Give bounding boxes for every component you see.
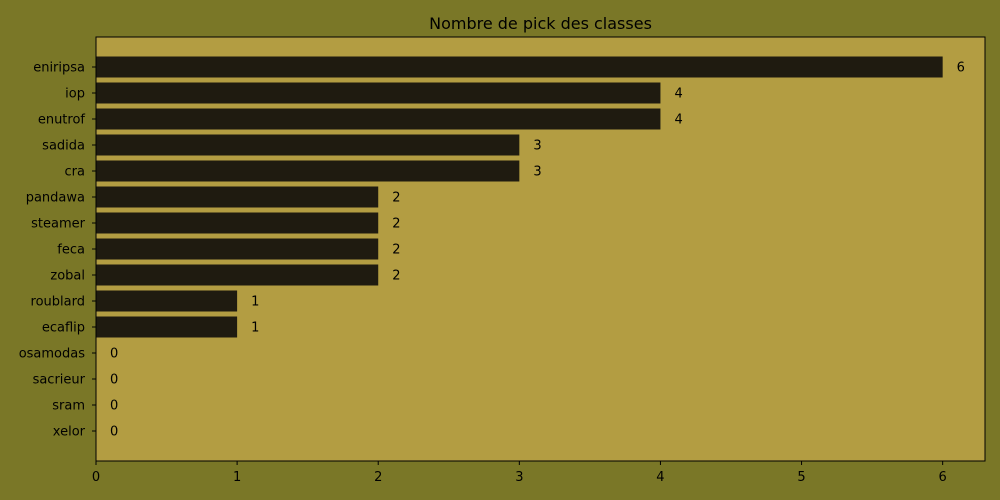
y-tick-label-eniripsa: eniripsa xyxy=(33,61,85,76)
bars-group xyxy=(96,56,943,338)
value-label-feca: 2 xyxy=(392,243,400,258)
y-tick-label-zobal: zobal xyxy=(50,269,85,284)
bar-eniripsa xyxy=(96,56,943,78)
y-tick-label-roublard: roublard xyxy=(31,295,85,310)
y-tick-label-ecaflip: ecaflip xyxy=(42,321,85,336)
y-tick-label-iop: iop xyxy=(65,87,85,102)
value-label-osamodas: 0 xyxy=(110,347,118,362)
x-tick-label-5: 5 xyxy=(797,470,805,485)
value-labels-group: 6 4 4 3 3 2 2 2 2 1 1 0 0 0 0 xyxy=(110,61,965,440)
bar-sadida xyxy=(96,134,520,156)
x-axis-ticks: 0 1 2 3 4 5 6 xyxy=(92,461,947,485)
value-label-eniripsa: 6 xyxy=(957,61,965,76)
bar-cra xyxy=(96,160,520,182)
bar-feca xyxy=(96,238,379,260)
value-label-ecaflip: 1 xyxy=(251,321,259,336)
x-tick-label-3: 3 xyxy=(515,470,523,485)
y-tick-label-feca: feca xyxy=(57,243,85,258)
value-label-sadida: 3 xyxy=(533,139,541,154)
y-tick-label-osamodas: osamodas xyxy=(19,347,86,362)
chart-title: Nombre de pick des classes xyxy=(429,14,652,33)
y-tick-label-enutrof: enutrof xyxy=(38,113,86,128)
value-label-pandawa: 2 xyxy=(392,191,400,206)
bar-steamer xyxy=(96,212,379,234)
bar-enutrof xyxy=(96,108,661,130)
y-tick-label-steamer: steamer xyxy=(31,217,85,232)
value-label-zobal: 2 xyxy=(392,269,400,284)
bar-pandawa xyxy=(96,186,379,208)
x-tick-label-1: 1 xyxy=(233,470,241,485)
y-tick-label-sadida: sadida xyxy=(42,139,85,154)
x-tick-label-4: 4 xyxy=(656,470,664,485)
bar-zobal xyxy=(96,264,379,286)
x-tick-label-0: 0 xyxy=(92,470,100,485)
y-tick-label-xelor: xelor xyxy=(53,425,86,440)
value-label-roublard: 1 xyxy=(251,295,259,310)
plot-frame xyxy=(95,36,986,462)
value-label-sacrieur: 0 xyxy=(110,373,118,388)
x-tick-label-6: 6 xyxy=(939,470,947,485)
x-tick-label-2: 2 xyxy=(374,470,382,485)
bar-ecaflip xyxy=(96,316,238,338)
value-label-enutrof: 4 xyxy=(674,113,682,128)
y-tick-label-cra: cra xyxy=(65,165,85,180)
y-tick-label-pandawa: pandawa xyxy=(26,191,85,206)
y-tick-label-sram: sram xyxy=(52,399,85,414)
y-axis-ticks: eniripsa iop enutrof sadida cra pandawa steame… xyxy=(19,61,96,440)
value-label-sram: 0 xyxy=(110,399,118,414)
bar-roublard xyxy=(96,290,238,312)
y-tick-label-sacrieur: sacrieur xyxy=(33,373,86,388)
value-label-xelor: 0 xyxy=(110,425,118,440)
value-label-cra: 3 xyxy=(533,165,541,180)
bar-iop xyxy=(96,82,661,104)
value-label-iop: 4 xyxy=(674,87,682,102)
value-label-steamer: 2 xyxy=(392,217,400,232)
